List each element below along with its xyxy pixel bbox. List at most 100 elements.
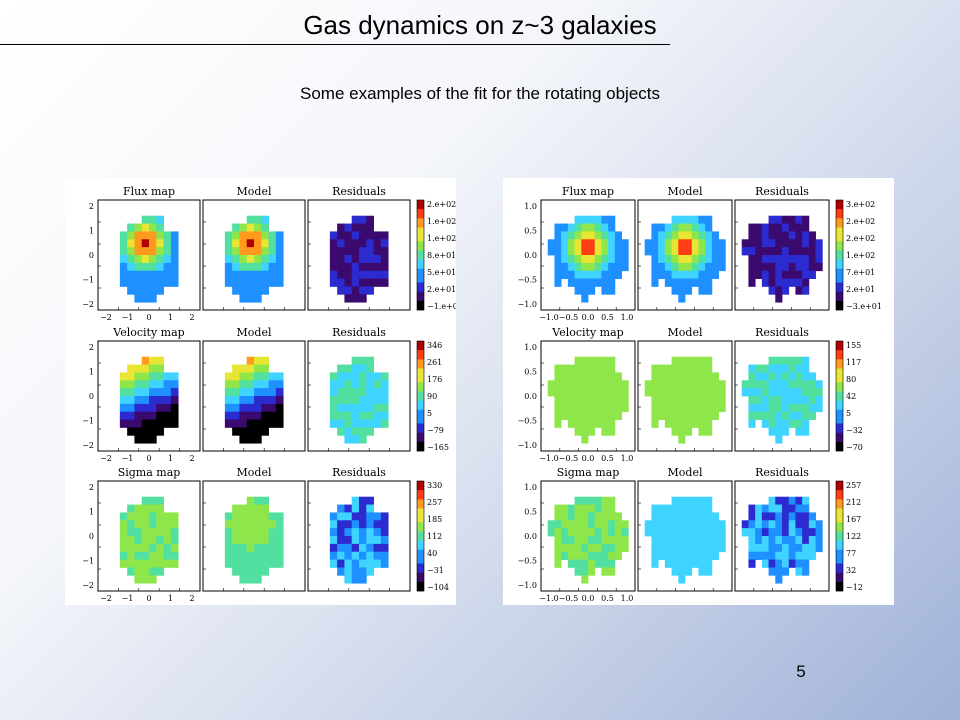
map-pixel xyxy=(275,403,284,413)
map-pixel xyxy=(761,419,769,428)
map-pixel xyxy=(795,247,803,256)
map-pixel xyxy=(815,255,823,264)
map-pixel xyxy=(775,215,783,224)
map-pixel xyxy=(594,520,602,529)
map-pixel xyxy=(329,536,338,545)
colorbar-segment xyxy=(836,423,843,429)
map-pixel xyxy=(254,419,262,428)
colorbar-segment xyxy=(417,409,424,415)
map-pixel xyxy=(651,380,659,389)
map-pixel xyxy=(232,536,240,545)
map-pixel xyxy=(366,396,374,405)
colorbar-segment xyxy=(417,227,424,233)
map-pixel xyxy=(691,551,699,560)
map-pixel xyxy=(344,388,353,397)
colorbar-segment xyxy=(417,232,424,237)
map-pixel xyxy=(366,427,374,436)
map-pixel xyxy=(671,512,679,521)
map-pixel xyxy=(373,543,382,553)
map-pixel xyxy=(678,294,686,303)
colorbar-segment xyxy=(836,213,843,219)
map-pixel xyxy=(678,388,686,397)
map-pixel xyxy=(119,512,128,521)
map-pixel xyxy=(711,528,719,537)
colorbar-segment xyxy=(836,563,843,569)
colorbar-outline xyxy=(416,480,425,592)
colorbar-segment xyxy=(836,373,843,378)
map-pixel xyxy=(344,575,353,584)
map-pixel xyxy=(748,559,756,568)
map-pixel xyxy=(691,559,699,568)
map-pixel xyxy=(261,255,269,264)
colorbar-tick-label: 2.e+02 xyxy=(846,234,875,243)
map-pixel xyxy=(705,247,713,256)
map-pixel xyxy=(254,364,262,373)
map-pixel xyxy=(561,551,569,560)
map-pixel xyxy=(561,270,569,279)
map-pixel xyxy=(685,364,693,373)
map-pixel xyxy=(366,559,374,568)
map-pixel xyxy=(748,528,756,537)
map-pixel xyxy=(359,411,367,420)
map-pixel xyxy=(554,512,562,521)
map-pixel xyxy=(748,364,756,373)
map-pixel xyxy=(782,512,790,521)
map-pixel xyxy=(594,551,602,560)
map-pixel xyxy=(788,504,796,513)
colorbar-segment xyxy=(417,572,424,578)
map-pixel xyxy=(156,270,164,279)
map-pixel xyxy=(239,427,248,436)
map-pixel xyxy=(261,536,269,545)
map-pixel xyxy=(329,278,338,287)
colorbar-segment xyxy=(417,354,424,360)
map-pixel xyxy=(761,528,769,537)
map-pixel xyxy=(268,278,277,287)
map-pixel xyxy=(795,411,803,420)
map-pixel xyxy=(608,231,616,240)
colorbar-segment xyxy=(836,282,843,288)
map-pixel xyxy=(224,419,233,428)
model-title: Model xyxy=(668,326,703,339)
colorbar-segment xyxy=(836,204,843,210)
map-pixel xyxy=(359,270,367,279)
map-pixel xyxy=(705,380,713,389)
colorbar-tick-label: 176 xyxy=(427,375,442,384)
y-tick-label: −0.5 xyxy=(518,417,537,426)
map-pixel xyxy=(651,278,659,287)
map-pixel xyxy=(224,559,233,568)
map-pixel xyxy=(359,496,367,505)
map-pixel xyxy=(561,520,569,529)
map-pixel xyxy=(671,427,679,436)
map-pixel xyxy=(815,239,823,248)
map-pixel xyxy=(768,403,776,413)
map-pixel xyxy=(163,512,172,521)
map-pixel xyxy=(141,435,150,444)
colorbar-segment xyxy=(836,522,843,528)
map-pixel xyxy=(246,520,255,529)
map-pixel xyxy=(782,372,790,381)
map-pixel xyxy=(275,528,284,537)
map-pixel xyxy=(782,427,790,436)
map-pixel xyxy=(795,270,803,279)
y-tick-label: 0 xyxy=(89,251,94,260)
map-pixel xyxy=(561,543,569,553)
colorbar-tick-label: −104 xyxy=(427,583,449,592)
map-pixel xyxy=(782,270,790,279)
map-pixel xyxy=(567,543,575,553)
map-pixel xyxy=(163,278,172,287)
x-tick-label: −2 xyxy=(100,454,112,463)
map-pixel xyxy=(554,559,562,568)
map-pixel xyxy=(156,239,164,248)
colorbar-tick-label: −70 xyxy=(846,443,863,452)
map-pixel xyxy=(581,512,589,521)
map-pixel xyxy=(134,286,143,295)
map-pixel xyxy=(170,372,179,381)
map-pixel xyxy=(337,380,345,389)
map-pixel xyxy=(275,559,284,568)
map-pixel xyxy=(651,559,659,568)
colorbar-tick-label: 257 xyxy=(427,498,442,507)
map-pixel xyxy=(588,496,596,505)
map-pixel xyxy=(261,239,269,248)
map-pixel xyxy=(671,396,679,405)
map-pixel xyxy=(351,520,360,529)
